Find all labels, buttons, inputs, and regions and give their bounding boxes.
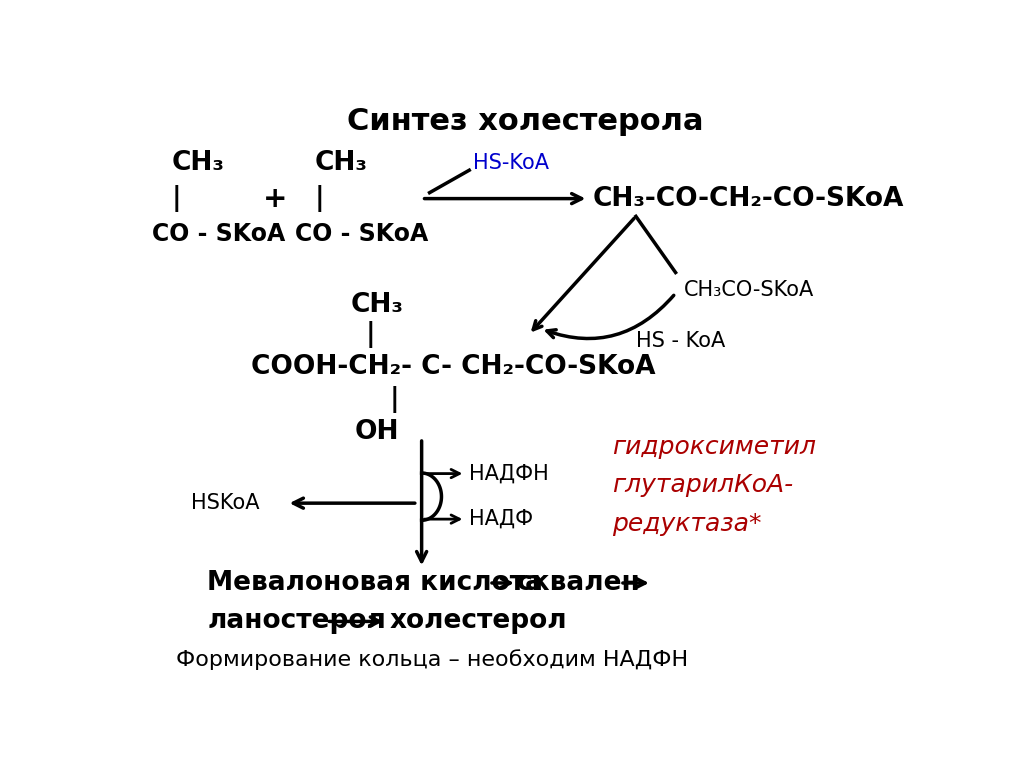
FancyArrowPatch shape: [547, 296, 674, 339]
Text: +: +: [263, 184, 288, 213]
Text: CO - SKoA: CO - SKoA: [295, 222, 428, 246]
Text: CH₃: CH₃: [172, 150, 224, 176]
Text: CH₃: CH₃: [314, 150, 368, 176]
Text: HSKoA: HSKoA: [191, 493, 260, 513]
FancyArrowPatch shape: [534, 218, 634, 329]
Text: |: |: [367, 321, 376, 348]
Text: HS-KoA: HS-KoA: [473, 153, 549, 173]
Text: НАДФ: НАДФ: [469, 509, 534, 529]
Text: Мевалоновая кислота: Мевалоновая кислота: [207, 570, 544, 596]
Text: COOH-CH₂- C- CH₂-CO-SKoA: COOH-CH₂- C- CH₂-CO-SKoA: [251, 354, 655, 380]
Text: НАДФН: НАДФН: [469, 464, 549, 484]
Text: глутарилКоА-: глутарилКоА-: [612, 473, 794, 498]
Text: сквален: сквален: [517, 570, 641, 596]
Text: редуктаза*: редуктаза*: [612, 511, 762, 536]
Text: |: |: [314, 185, 325, 212]
Text: CH₃: CH₃: [350, 292, 403, 318]
Text: CH₃-CO-CH₂-CO-SKoA: CH₃-CO-CH₂-CO-SKoA: [592, 186, 903, 212]
Text: ланостерол: ланостерол: [207, 608, 386, 634]
Text: холестерол: холестерол: [390, 608, 567, 634]
Text: HS - KoA: HS - KoA: [636, 330, 725, 350]
Text: |: |: [390, 386, 399, 413]
Text: OH: OH: [354, 419, 398, 445]
Text: CO - SKoA: CO - SKoA: [152, 222, 285, 246]
Text: |: |: [172, 185, 181, 212]
Text: гидроксиметил: гидроксиметил: [612, 435, 816, 459]
Text: Синтез холестерола: Синтез холестерола: [346, 108, 703, 136]
Text: Формирование кольца – необходим НАДФН: Формирование кольца – необходим НАДФН: [176, 650, 688, 670]
Text: CH₃CO-SKoA: CH₃CO-SKoA: [684, 280, 814, 300]
